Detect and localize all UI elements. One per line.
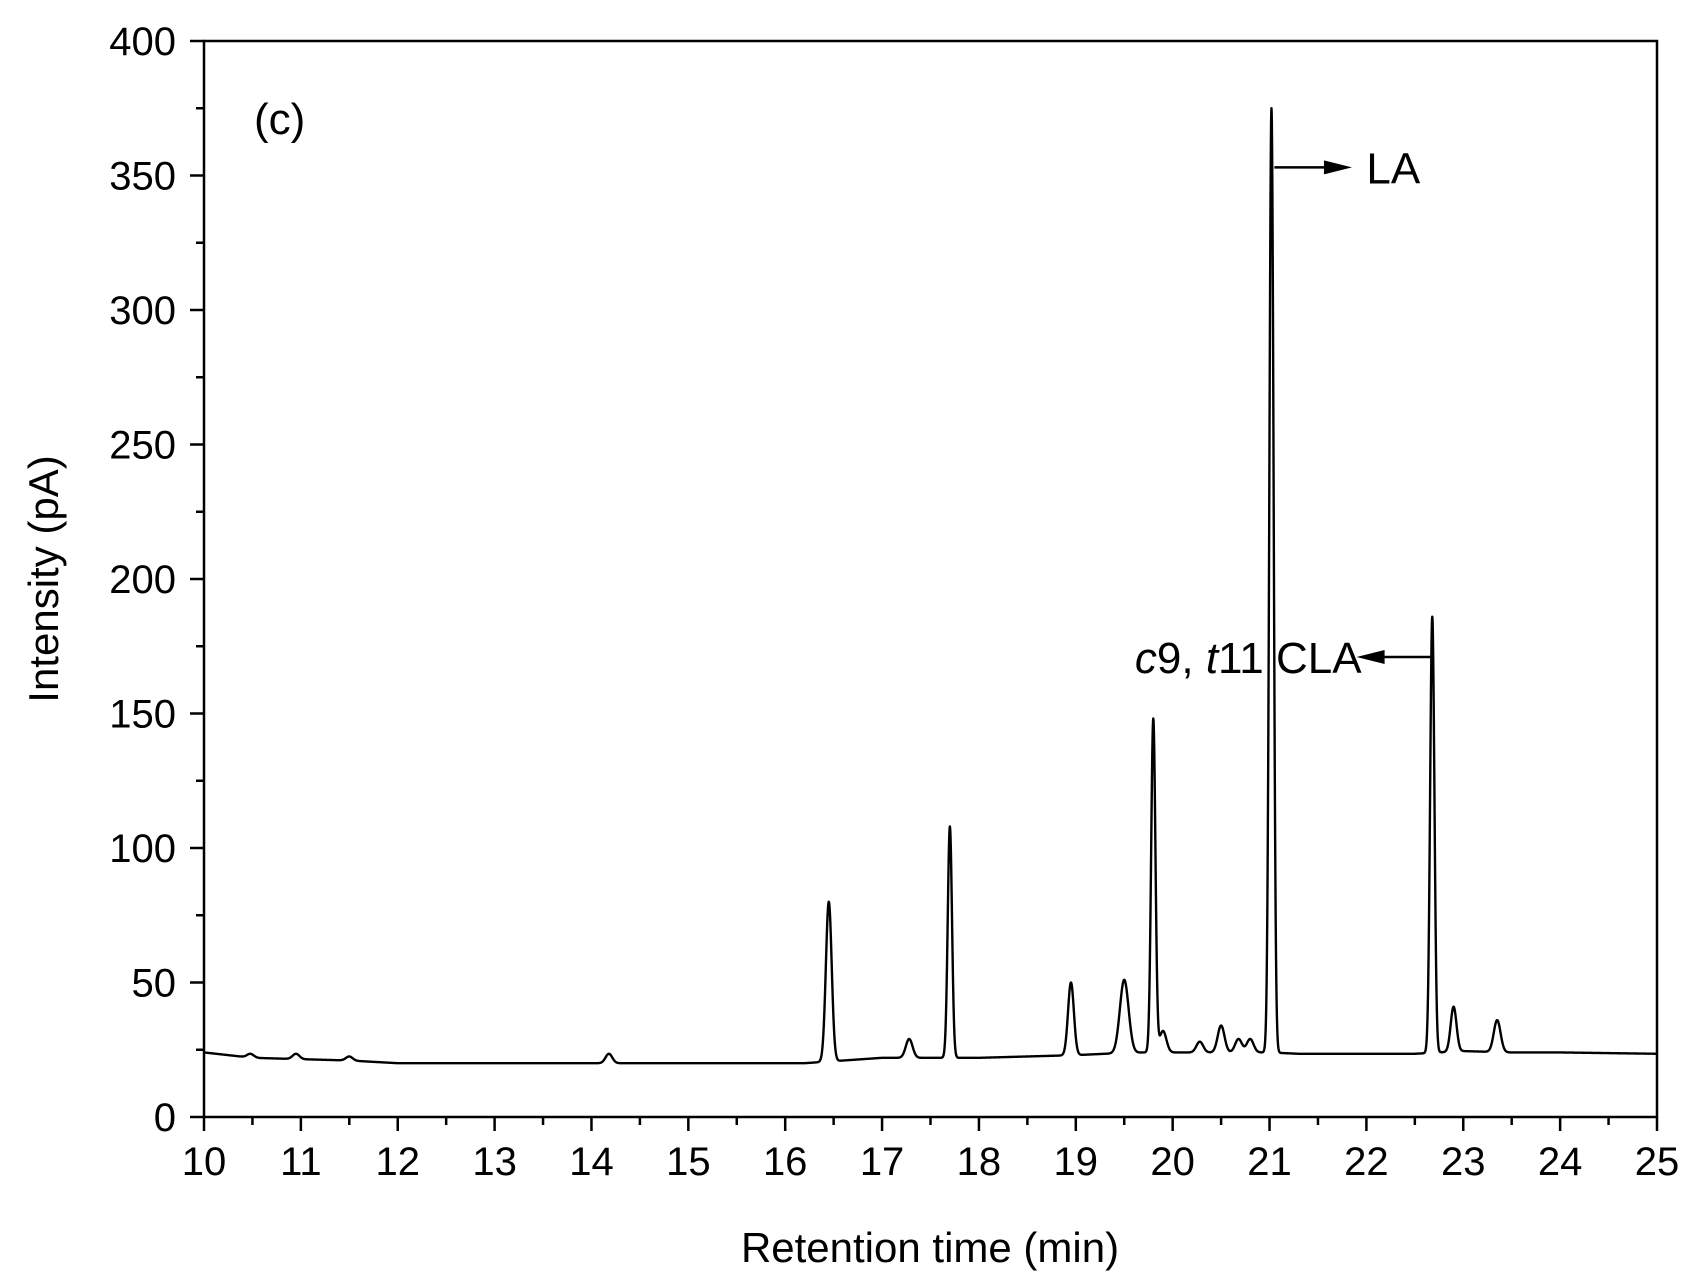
annotation-arrowhead [1323, 160, 1352, 175]
annotation-arrowhead [1356, 650, 1385, 665]
y-tick-label: 300 [109, 289, 176, 333]
x-tick-label: 21 [1247, 1140, 1292, 1184]
y-tick-label: 400 [109, 20, 176, 64]
chromatogram-trace [202, 107, 1659, 1065]
y-tick-label: 50 [132, 962, 177, 1006]
x-tick-label: 17 [860, 1140, 905, 1184]
x-tick-label: 20 [1150, 1140, 1195, 1184]
panel-label: (c) [254, 95, 305, 144]
x-tick-label: 12 [375, 1140, 420, 1184]
x-axis-tick-labels: 10 11 12 13 14 15 16 17 18 19 20 21 22 23 24 25 [182, 1140, 1680, 1184]
x-tick-label: 23 [1441, 1140, 1486, 1184]
y-tick-label: 250 [109, 424, 176, 468]
x-tick-label: 14 [569, 1140, 614, 1184]
y-tick-label: 100 [109, 827, 176, 871]
y-tick-label: 350 [109, 155, 176, 199]
x-tick-label: 25 [1635, 1140, 1680, 1184]
x-tick-label: 24 [1538, 1140, 1583, 1184]
x-tick-label: 16 [763, 1140, 808, 1184]
x-tick-label: 13 [472, 1140, 517, 1184]
x-axis-ticks [202, 1117, 1659, 1131]
y-tick-label: 150 [109, 693, 176, 737]
plot-frame [202, 39, 1659, 1119]
x-tick-label: 19 [1054, 1140, 1099, 1184]
y-axis-label: Intensity (pA) [20, 455, 67, 702]
x-tick-label: 10 [182, 1140, 227, 1184]
x-tick-label: 22 [1344, 1140, 1389, 1184]
y-axis-ticks [190, 39, 204, 1119]
y-tick-label: 200 [109, 558, 176, 602]
peak-annotations: LA c9, t11 CLA [1135, 144, 1433, 683]
x-tick-label: 15 [666, 1140, 711, 1184]
y-axis-tick-labels: 0 50 100 150 200 250 300 350 400 [109, 20, 176, 1140]
annotation-label: c9, t11 CLA [1135, 634, 1362, 683]
y-tick-label: 0 [154, 1096, 176, 1140]
x-axis-label: Retention time (min) [741, 1224, 1119, 1271]
x-tick-label: 18 [957, 1140, 1002, 1184]
x-tick-label: 11 [280, 1140, 322, 1184]
annotation-label: LA [1366, 144, 1420, 193]
